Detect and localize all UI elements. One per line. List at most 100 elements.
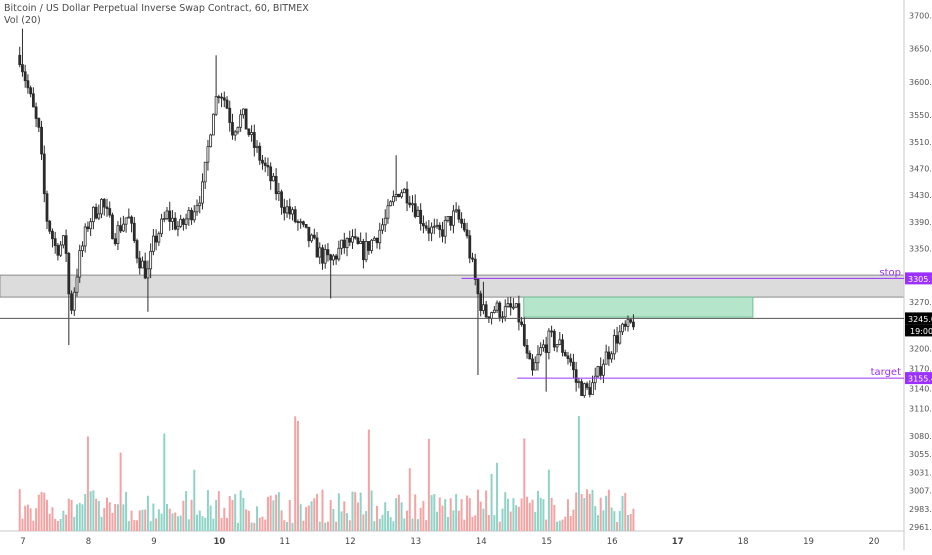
candle-body[interactable] bbox=[419, 209, 423, 224]
candle-body[interactable] bbox=[574, 369, 578, 383]
candle-body[interactable] bbox=[203, 161, 207, 183]
candle-body[interactable] bbox=[127, 216, 131, 219]
candle-body[interactable] bbox=[157, 233, 161, 243]
candle-body[interactable] bbox=[64, 235, 68, 254]
candle-body[interactable] bbox=[48, 220, 52, 232]
candle-body[interactable] bbox=[610, 353, 614, 360]
candle-body[interactable] bbox=[89, 221, 93, 230]
candle-body[interactable] bbox=[582, 383, 586, 396]
candle-body[interactable] bbox=[261, 159, 264, 164]
candle-body[interactable] bbox=[498, 302, 502, 318]
candle-body[interactable] bbox=[132, 222, 136, 241]
candle-body[interactable] bbox=[452, 210, 455, 226]
candle-body[interactable] bbox=[542, 344, 545, 349]
candle-body[interactable] bbox=[135, 240, 139, 259]
candle-body[interactable] bbox=[424, 225, 428, 229]
candle-body[interactable] bbox=[70, 293, 73, 311]
candle-body[interactable] bbox=[400, 192, 403, 198]
candle-body[interactable] bbox=[271, 175, 275, 182]
candle-body[interactable] bbox=[231, 122, 234, 136]
candle-body[interactable] bbox=[244, 108, 248, 130]
candle-body[interactable] bbox=[629, 319, 633, 323]
candle-body[interactable] bbox=[160, 218, 163, 235]
candle-body[interactable] bbox=[514, 303, 518, 308]
candle-body[interactable] bbox=[558, 339, 562, 345]
candle-body[interactable] bbox=[547, 330, 551, 353]
candle-body[interactable] bbox=[465, 229, 469, 237]
candle-body[interactable] bbox=[602, 363, 605, 376]
candle-body[interactable] bbox=[146, 268, 150, 279]
candle-body[interactable] bbox=[75, 276, 79, 293]
candle-body[interactable] bbox=[632, 321, 635, 328]
candle-body[interactable] bbox=[577, 381, 581, 384]
candle-body[interactable] bbox=[111, 214, 114, 240]
candle-body[interactable] bbox=[381, 224, 384, 231]
candle-body[interactable] bbox=[312, 234, 316, 239]
entry-box-zone[interactable] bbox=[523, 296, 754, 318]
candle-body[interactable] bbox=[370, 239, 373, 251]
candle-body[interactable] bbox=[296, 221, 300, 223]
price-axis[interactable]: 3305.1 3155.4 3700.0 3650.0 3600.0 3550.0 3510… bbox=[905, 11, 932, 532]
candle-body[interactable] bbox=[525, 344, 529, 354]
candle-body[interactable] bbox=[394, 193, 398, 197]
candle-body[interactable] bbox=[206, 146, 210, 163]
candle-body[interactable] bbox=[45, 193, 49, 222]
candle-body[interactable] bbox=[40, 126, 43, 155]
candle-body[interactable] bbox=[187, 209, 191, 220]
candle-body[interactable] bbox=[51, 230, 54, 240]
candle-body[interactable] bbox=[591, 382, 594, 395]
candle-body[interactable] bbox=[222, 97, 226, 101]
candle-body[interactable] bbox=[307, 226, 311, 242]
candle-body[interactable] bbox=[301, 221, 305, 225]
candle-body[interactable] bbox=[517, 303, 521, 323]
candle-body[interactable] bbox=[351, 236, 354, 243]
candle-body[interactable] bbox=[361, 240, 365, 261]
candle-body[interactable] bbox=[479, 293, 483, 311]
candle-body[interactable] bbox=[151, 235, 155, 252]
candle-body[interactable] bbox=[195, 205, 199, 213]
candle-body[interactable] bbox=[124, 217, 128, 225]
candle-body[interactable] bbox=[72, 291, 76, 311]
candle-body[interactable] bbox=[258, 145, 262, 161]
candle-body[interactable] bbox=[522, 324, 526, 346]
candle-body[interactable] bbox=[596, 366, 600, 377]
candle-body[interactable] bbox=[108, 208, 112, 216]
candle-body[interactable] bbox=[78, 250, 82, 278]
candle-body[interactable] bbox=[561, 339, 564, 353]
candle-body[interactable] bbox=[569, 358, 573, 363]
candle-body[interactable] bbox=[29, 87, 33, 95]
candle-body[interactable] bbox=[304, 224, 308, 228]
candle-body[interactable] bbox=[288, 206, 292, 215]
candle-body[interactable] bbox=[236, 126, 240, 133]
candle-body[interactable] bbox=[378, 229, 382, 244]
candle-body[interactable] bbox=[105, 206, 109, 209]
candle-body[interactable] bbox=[321, 247, 324, 264]
candle-body[interactable] bbox=[179, 218, 183, 227]
candle-body[interactable] bbox=[67, 253, 71, 295]
candle-body[interactable] bbox=[457, 209, 461, 220]
candle-body[interactable] bbox=[509, 303, 513, 308]
candle-body[interactable] bbox=[266, 165, 270, 168]
candle-body[interactable] bbox=[143, 260, 147, 279]
candle-body[interactable] bbox=[274, 175, 278, 195]
candle-body[interactable] bbox=[331, 255, 335, 261]
candle-body[interactable] bbox=[503, 306, 507, 318]
candle-body[interactable] bbox=[372, 237, 376, 241]
candle-body[interactable] bbox=[326, 249, 330, 256]
candle-body[interactable] bbox=[411, 203, 414, 206]
candle-body[interactable] bbox=[31, 93, 35, 108]
candle-body[interactable] bbox=[427, 227, 431, 234]
candle-body[interactable] bbox=[100, 198, 103, 215]
candle-body[interactable] bbox=[612, 335, 616, 355]
candle-body[interactable] bbox=[94, 206, 98, 219]
candle-body[interactable] bbox=[299, 221, 303, 224]
candle-body[interactable] bbox=[495, 302, 499, 311]
candle-body[interactable] bbox=[198, 202, 202, 207]
candle-body[interactable] bbox=[422, 223, 425, 227]
candle-body[interactable] bbox=[228, 107, 232, 123]
candle-body[interactable] bbox=[432, 225, 436, 228]
candle-body[interactable] bbox=[416, 209, 420, 217]
candle-body[interactable] bbox=[18, 54, 22, 66]
candle-body[interactable] bbox=[168, 210, 172, 222]
candle-body[interactable] bbox=[484, 304, 488, 318]
